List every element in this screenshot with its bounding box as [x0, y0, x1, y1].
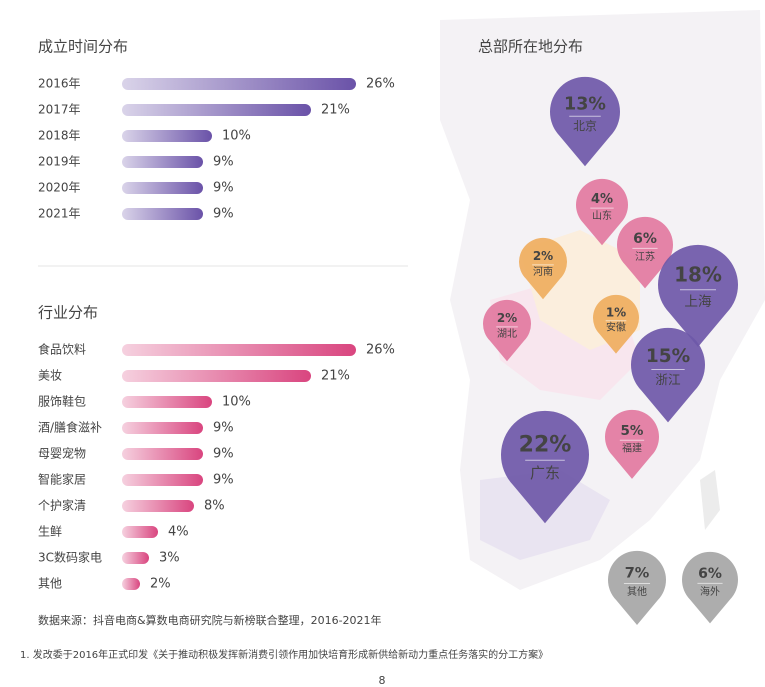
- value-label: 9%: [213, 207, 234, 222]
- pin: [658, 244, 738, 347]
- category-label: 3C数码家电: [38, 550, 102, 565]
- category-label: 服饰鞋包: [38, 394, 86, 409]
- category-label: 其他: [38, 577, 62, 591]
- source: 数据来源：抖音电商&算数电商研究院与新榜联合整理，2016-2021年: [38, 613, 382, 627]
- value-label: 10%: [222, 129, 251, 144]
- pin: [608, 550, 667, 625]
- pin-value: 6%: [633, 231, 657, 247]
- island: [700, 470, 720, 530]
- pin: [519, 237, 567, 300]
- pin-label: 北京: [573, 119, 597, 133]
- pin-label: 广东: [530, 464, 560, 482]
- pin: [482, 299, 531, 362]
- chart-title: 总部所在地分布: [478, 38, 583, 56]
- bar: [122, 500, 194, 512]
- chart-title: 行业分布: [38, 304, 98, 322]
- pin-value: 2%: [497, 311, 517, 325]
- category-label: 酒/膳食滋补: [38, 420, 102, 435]
- pin-label: 湖北: [497, 328, 517, 340]
- pin-label: 河南: [533, 265, 553, 278]
- bar: [122, 578, 140, 590]
- bar: [122, 422, 203, 434]
- bar: [122, 552, 149, 564]
- value-label: 2%: [150, 577, 171, 592]
- value-label: 4%: [168, 525, 189, 540]
- category-label: 生鲜: [38, 525, 62, 539]
- bar: [122, 104, 311, 116]
- value-label: 26%: [366, 343, 395, 358]
- category-label: 2019年: [38, 155, 81, 169]
- pin: [550, 76, 620, 167]
- value-label: 8%: [204, 499, 225, 514]
- bar: [122, 344, 356, 356]
- pin-label: 浙江: [655, 372, 681, 387]
- bar: [122, 474, 203, 486]
- value-label: 9%: [213, 473, 234, 488]
- pin-value: 4%: [591, 192, 613, 207]
- category-label: 个护家清: [38, 498, 86, 513]
- pin-value: 18%: [674, 263, 722, 287]
- value-label: 9%: [213, 181, 234, 196]
- value-label: 9%: [213, 447, 234, 462]
- value-label: 9%: [213, 155, 234, 170]
- pin-value: 5%: [621, 423, 644, 439]
- category-label: 2021年: [38, 207, 81, 221]
- category-label: 2018年: [38, 129, 81, 143]
- pin-label: 安徽: [606, 321, 626, 334]
- pin: [592, 294, 639, 354]
- pin: [617, 216, 674, 289]
- category-label: 美妆: [38, 369, 62, 383]
- pin-value: 6%: [698, 566, 722, 582]
- value-label: 10%: [222, 395, 251, 410]
- pin-value: 7%: [625, 566, 650, 582]
- pin-label: 上海: [684, 294, 712, 310]
- bar: [122, 526, 158, 538]
- bar: [122, 370, 311, 382]
- pin: [681, 551, 738, 624]
- pin-value: 15%: [646, 346, 690, 367]
- value-label: 9%: [213, 421, 234, 436]
- category-label: 2020年: [38, 181, 81, 195]
- value-label: 21%: [321, 103, 350, 118]
- category-label: 2017年: [38, 103, 81, 117]
- bar: [122, 396, 212, 408]
- pin: [605, 409, 659, 479]
- category-label: 食品饮料: [38, 342, 86, 357]
- pin: [576, 178, 628, 246]
- pin-label: 山东: [592, 209, 612, 222]
- pin-value: 2%: [533, 249, 553, 263]
- category-label: 智能家居: [38, 472, 86, 487]
- chart-title: 成立时间分布: [38, 38, 128, 56]
- pin-value: 22%: [519, 432, 572, 457]
- category-label: 2016年: [38, 77, 81, 91]
- value-label: 26%: [366, 77, 395, 92]
- bar: [122, 448, 203, 460]
- value-label: 3%: [159, 551, 180, 566]
- bar: [122, 78, 356, 90]
- pin-label: 其他: [627, 585, 647, 598]
- pin: [501, 410, 589, 524]
- category-label: 母婴宠物: [38, 446, 86, 461]
- bar: [122, 156, 203, 168]
- bar: [122, 182, 203, 194]
- pin-label: 福建: [622, 441, 642, 454]
- bar: [122, 130, 212, 142]
- pin-label: 江苏: [635, 250, 655, 263]
- page-number: 8: [379, 674, 386, 687]
- pin-value: 1%: [606, 305, 626, 319]
- pin: [631, 327, 705, 423]
- bar: [122, 208, 203, 220]
- footnote: 1. 发改委于2016年正式印发《关于推动积极发挥新消费引领作用加快培育形成新供…: [20, 648, 548, 661]
- pin-value: 13%: [564, 94, 606, 114]
- pin-label: 海外: [700, 585, 720, 598]
- value-label: 21%: [321, 369, 350, 384]
